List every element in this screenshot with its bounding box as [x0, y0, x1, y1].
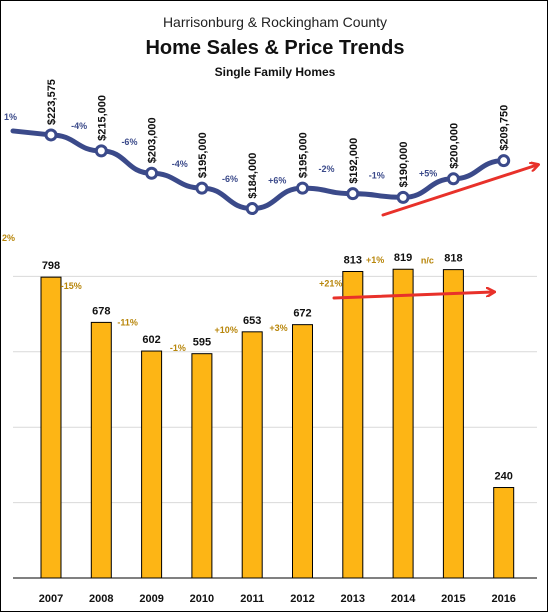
sales-bar [292, 324, 313, 579]
sales-change-label: +21% [319, 278, 342, 288]
sales-bar [392, 268, 414, 579]
chart-title: Home Sales & Price Trends [145, 37, 404, 59]
price-change-label: -2% [318, 164, 334, 174]
price-change-label: +5% [419, 168, 437, 178]
trend-arrows [332, 165, 537, 300]
sales-change-label: 2% [2, 233, 15, 243]
sales-value-label: 602 [142, 334, 160, 346]
sales-value-label: 798 [42, 260, 60, 272]
year-tick-label: 2008 [89, 593, 113, 605]
sales-bar [442, 269, 464, 579]
sales-change-label: +1% [366, 255, 384, 265]
sales-bar [40, 276, 62, 579]
price-value-label: $192,000 [348, 138, 360, 184]
x-axis: 2007 2008 2009 2010 2011 2012 2013 2014 2015 2016 [13, 577, 537, 605]
price-change-label: -4% [172, 159, 188, 169]
price-value-label: $184,000 [247, 153, 259, 199]
price-point [44, 128, 58, 142]
sales-bar [241, 331, 263, 579]
price-point [497, 154, 511, 168]
sales-change-label: -1% [170, 343, 186, 353]
sales-trend-arrow [332, 292, 493, 300]
sales-change-label: n/c [421, 256, 434, 266]
price-line [48, 132, 507, 212]
year-tick-label: 2009 [139, 593, 163, 605]
year-tick-label: 2011 [240, 593, 264, 605]
year-tick-label: 2015 [441, 593, 465, 605]
price-trend-arrow [381, 165, 537, 217]
data-labels: 798 678 602 595 653 672 813 819 818 240 2% -15% -11%… [2, 79, 513, 482]
year-tick-label: 2014 [391, 593, 416, 605]
year-tick-label: 2012 [290, 593, 314, 605]
price-change-label: -4% [71, 121, 87, 131]
price-change-label: -1% [369, 171, 385, 181]
sales-value-label: 672 [293, 308, 311, 320]
price-point [296, 181, 309, 195]
price-change-label: +6% [268, 176, 286, 186]
sales-value-label: 595 [193, 337, 211, 349]
price-value-label: $203,000 [147, 117, 159, 163]
sales-change-label: +10% [215, 325, 238, 335]
price-point [446, 172, 460, 186]
price-change-label: -6% [222, 174, 238, 184]
price-line-series [10, 128, 511, 216]
year-tick-label: 2013 [341, 593, 365, 605]
sales-bar [493, 487, 515, 579]
price-point [94, 144, 108, 158]
sales-value-label: 813 [344, 254, 362, 266]
sales-change-label: -11% [117, 317, 138, 327]
price-value-label: $209,750 [499, 105, 511, 151]
year-tick-label: 2007 [39, 593, 63, 605]
price-point [195, 181, 209, 195]
price-change-label: 1% [4, 112, 17, 122]
sales-value-label: 653 [243, 315, 261, 327]
price-value-label: $190,000 [398, 142, 410, 188]
sales-value-label: 818 [444, 253, 462, 265]
price-value-label: $223,575 [46, 79, 58, 125]
price-value-label: $195,000 [197, 132, 209, 178]
price-change-label: -6% [121, 137, 137, 147]
sales-value-label: 678 [92, 305, 110, 317]
chart-subtitle: Harrisonburg & Rockingham County [163, 14, 387, 30]
price-point [245, 202, 259, 216]
sales-change-label: -15% [61, 281, 82, 291]
sales-value-label: 240 [495, 471, 513, 483]
year-tick-label: 2010 [190, 593, 214, 605]
sales-change-label: +3% [269, 323, 287, 333]
sales-bar [191, 353, 213, 579]
price-value-label: $215,000 [96, 95, 108, 141]
sales-bar [141, 350, 163, 579]
price-value-label: $200,000 [448, 123, 460, 169]
chart-note: Single Family Homes [215, 65, 336, 79]
sales-value-label: 819 [394, 252, 412, 264]
year-tick-label: 2016 [491, 593, 515, 605]
price-point [396, 190, 410, 204]
price-point [145, 166, 159, 180]
price-value-label: $195,000 [298, 132, 310, 178]
sales-bar [90, 321, 112, 579]
sales-bars [40, 268, 515, 579]
sales-bar [342, 270, 364, 579]
price-point [346, 187, 360, 201]
